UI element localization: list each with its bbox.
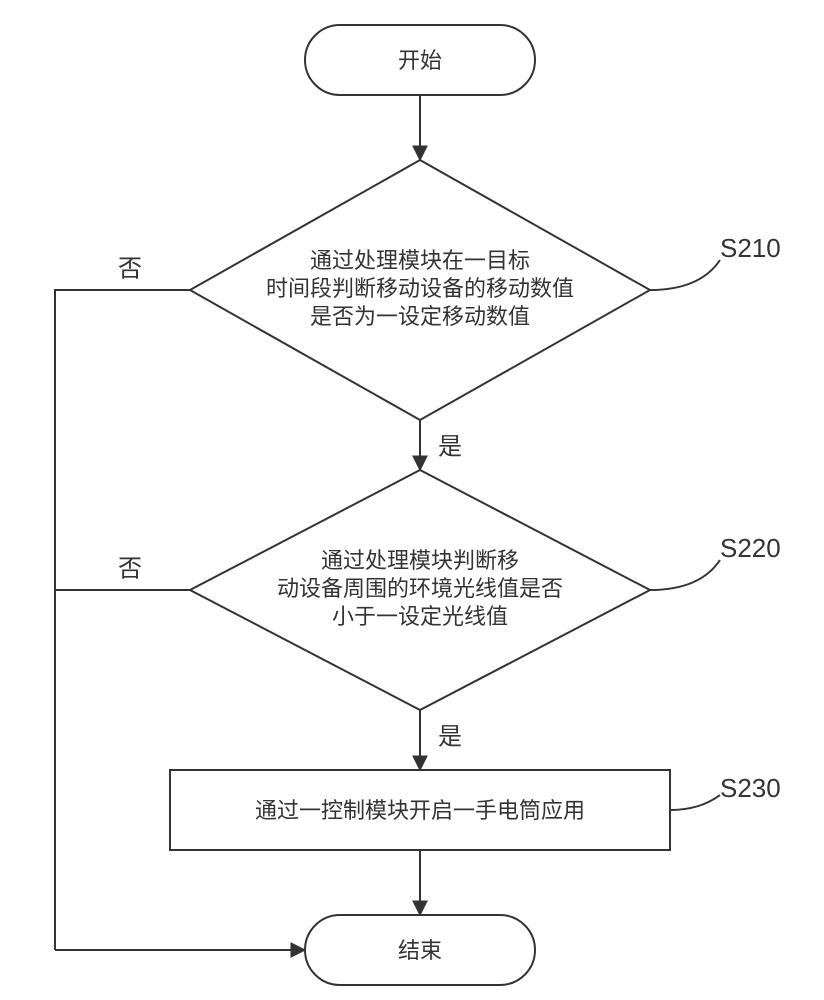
branch-label-s210_yes: 是 [438,433,462,460]
svg-text:时间段判断移动设备的移动数值: 时间段判断移动设备的移动数值 [266,276,574,301]
node-end: 结束 [305,915,535,985]
svg-text:开始: 开始 [398,48,442,73]
label-connector [650,260,720,290]
branch-label-s210_no: 否 [118,255,142,282]
svg-text:动设备周围的环境光线值是否: 动设备周围的环境光线值是否 [277,576,563,601]
node-s230: 通过一控制模块开启一手电筒应用 [170,770,670,850]
branch-label-s220_yes: 是 [438,723,462,750]
svg-text:通过处理模块在一目标: 通过处理模块在一目标 [310,248,530,273]
step-label-s230: S230 [720,773,781,803]
label-connector [670,795,720,810]
step-label-s210: S210 [720,233,781,263]
node-s220: 通过处理模块判断移动设备周围的环境光线值是否小于一设定光线值 [190,470,650,710]
node-start: 开始 [305,25,535,95]
label-connector [650,560,720,590]
flowchart-diagram: 开始通过处理模块在一目标时间段判断移动设备的移动数值是否为一设定移动数值通过处理… [0,0,824,1000]
node-s210: 通过处理模块在一目标时间段判断移动设备的移动数值是否为一设定移动数值 [190,160,650,420]
step-label-s220: S220 [720,533,781,563]
svg-text:结束: 结束 [398,938,442,963]
branch-label-s220_no: 否 [118,555,142,582]
svg-text:通过一控制模块开启一手电筒应用: 通过一控制模块开启一手电筒应用 [255,798,585,823]
svg-text:通过处理模块判断移: 通过处理模块判断移 [321,548,519,573]
svg-text:是否为一设定移动数值: 是否为一设定移动数值 [310,304,530,329]
svg-text:小于一设定光线值: 小于一设定光线值 [332,604,508,629]
